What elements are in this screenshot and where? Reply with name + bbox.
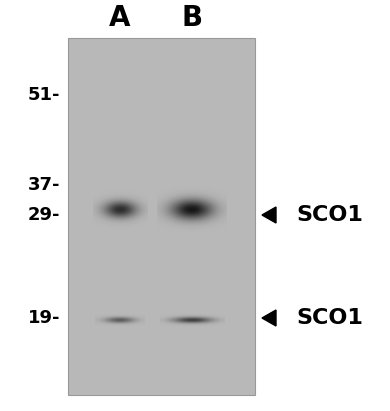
Text: SCO1: SCO1 bbox=[296, 205, 363, 225]
Bar bbox=[68, 38, 255, 395]
Polygon shape bbox=[262, 207, 276, 223]
Text: B: B bbox=[181, 4, 202, 32]
Text: 19-: 19- bbox=[28, 309, 60, 327]
Text: SCO1: SCO1 bbox=[296, 308, 363, 328]
Text: 29-: 29- bbox=[28, 206, 60, 224]
Text: A: A bbox=[109, 4, 131, 32]
Text: 51-: 51- bbox=[28, 86, 60, 104]
Text: 37-: 37- bbox=[28, 176, 60, 194]
Polygon shape bbox=[262, 310, 276, 326]
